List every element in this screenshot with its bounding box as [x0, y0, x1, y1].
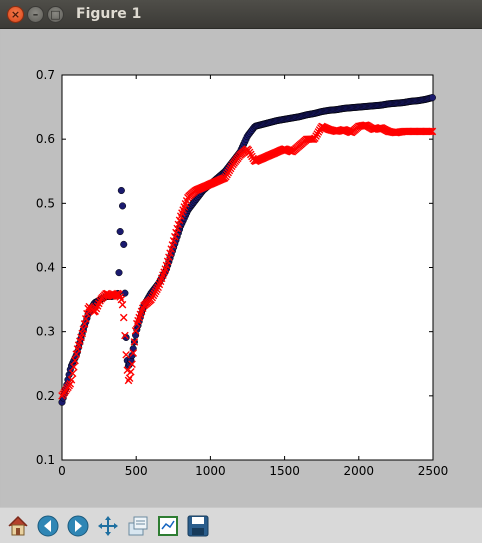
save-icon[interactable] [185, 513, 211, 539]
data-point [118, 202, 127, 210]
data-point [131, 327, 140, 335]
data-point [119, 313, 128, 322]
pan-icon[interactable] [95, 513, 121, 539]
data-point [130, 338, 139, 346]
y-tick-label: 0.5 [36, 196, 55, 210]
data-point [121, 331, 129, 340]
chart-svg: 0 500 1000 1500 2000 2500 0.1 0.2 0.3 0.4 0.5 0.6 0.… [36, 68, 449, 478]
x-tick-label: 2500 [418, 464, 449, 478]
data-point [125, 374, 134, 382]
y-tick-label: 0.2 [36, 389, 55, 403]
window-title: Figure 1 [76, 6, 142, 22]
data-point [117, 186, 125, 195]
data-point [428, 94, 436, 102]
x-tick-label: 0 [58, 464, 66, 478]
data-point [426, 127, 434, 136]
zoom-icon[interactable] [125, 513, 151, 539]
data-point [71, 356, 79, 365]
data-point [68, 369, 77, 378]
data-point [346, 128, 355, 137]
close-window-icon[interactable]: × [7, 6, 24, 23]
data-point [118, 300, 127, 309]
y-tick-label: 0.6 [36, 132, 55, 146]
x-tick-label: 2000 [344, 464, 375, 478]
navigation-toolbar [0, 507, 482, 543]
y-tick-label: 0.7 [36, 68, 55, 82]
subplots-icon[interactable] [155, 513, 181, 539]
data-point [67, 375, 76, 384]
data-point [129, 349, 138, 357]
series-crosses [58, 121, 437, 400]
data-point [120, 240, 128, 248]
x-tick-label: 1500 [269, 464, 300, 478]
y-tick-label: 0.1 [36, 453, 55, 467]
data-point [287, 147, 295, 156]
title-bar: × – □ Figure 1 [0, 0, 482, 29]
y-tick-label: 0.4 [36, 261, 55, 275]
x-tick-label: 1000 [195, 464, 226, 478]
maximize-window-icon[interactable]: □ [47, 6, 64, 23]
home-icon[interactable] [5, 513, 31, 539]
data-point [78, 329, 86, 338]
minimize-window-icon[interactable]: – [27, 6, 44, 23]
y-tick-label: 0.3 [36, 325, 55, 339]
data-point [122, 350, 130, 359]
data-point [115, 269, 123, 277]
data-point [116, 228, 124, 236]
data-point [127, 367, 135, 376]
figure-canvas[interactable]: 0 500 1000 1500 2000 2500 0.1 0.2 0.3 0.4 0.5 0.6 0.… [1, 29, 481, 507]
forward-icon[interactable] [65, 513, 91, 539]
data-point [70, 363, 78, 371]
data-point [427, 127, 436, 136]
x-tick-label: 500 [125, 464, 148, 478]
data-point [128, 360, 136, 368]
data-point [428, 127, 437, 136]
back-icon[interactable] [35, 513, 61, 539]
